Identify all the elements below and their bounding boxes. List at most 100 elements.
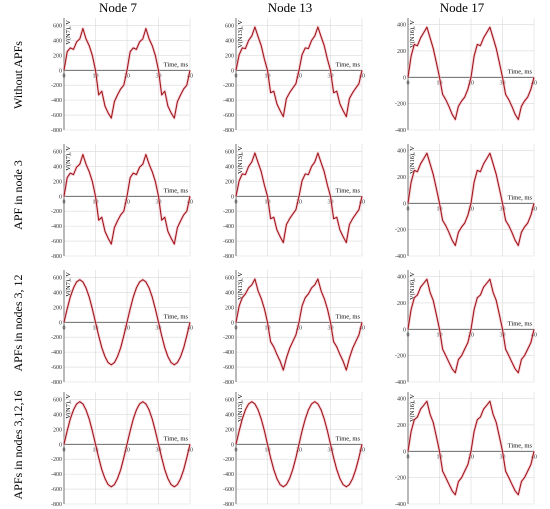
y-tick-label: 400 bbox=[225, 164, 234, 170]
y-tick-label: -400 bbox=[51, 98, 62, 104]
y-tick-label: 200 bbox=[53, 427, 62, 433]
y-axis-label: V(N16), V bbox=[409, 20, 416, 48]
y-tick-label: 400 bbox=[225, 412, 234, 418]
y-tick-label: 600 bbox=[53, 275, 62, 281]
series-line bbox=[63, 27, 191, 119]
x-tick-label: 20 bbox=[468, 206, 474, 212]
x-tick-label: 0 bbox=[235, 447, 238, 453]
series-line bbox=[63, 401, 191, 488]
x-tick-label: 20 bbox=[468, 80, 474, 86]
y-tick-label: 200 bbox=[53, 179, 62, 185]
y-tick-label: 400 bbox=[225, 290, 234, 296]
y-tick-label: -200 bbox=[51, 457, 62, 463]
y-tick-label: 0 bbox=[231, 68, 234, 74]
x-axis-label: Time, ms bbox=[336, 187, 361, 194]
y-axis-label: V(N16), V bbox=[409, 146, 416, 174]
series-line bbox=[235, 26, 363, 118]
y-tick-label: -400 bbox=[223, 472, 234, 478]
y-axis-label: V(N7), V bbox=[65, 394, 72, 419]
y-tick-label: 200 bbox=[397, 423, 406, 429]
y-tick-label: -200 bbox=[51, 83, 62, 89]
y-axis-label: V(N13), V bbox=[237, 394, 244, 422]
y-tick-label: 0 bbox=[59, 320, 62, 326]
x-tick-label: 0 bbox=[63, 73, 66, 79]
y-tick-label: -800 bbox=[223, 502, 234, 508]
y-tick-label: -200 bbox=[223, 335, 234, 341]
x-tick-label: 0 bbox=[235, 199, 238, 205]
y-tick-label: -400 bbox=[223, 98, 234, 104]
y-tick-label: -400 bbox=[395, 380, 406, 386]
x-axis-label: Time, ms bbox=[508, 442, 533, 449]
y-tick-label: 200 bbox=[225, 53, 234, 59]
y-tick-label: -200 bbox=[51, 209, 62, 215]
y-tick-label: -800 bbox=[51, 380, 62, 386]
row-label: APFs in nodes 3, 12 bbox=[11, 274, 25, 371]
y-tick-label: 200 bbox=[397, 49, 406, 55]
x-axis-label: Time, ms bbox=[164, 313, 189, 320]
y-tick-label: 400 bbox=[53, 164, 62, 170]
y-tick-label: 0 bbox=[231, 320, 234, 326]
y-tick-label: 200 bbox=[53, 305, 62, 311]
y-tick-label: -800 bbox=[223, 254, 234, 260]
y-tick-label: -600 bbox=[51, 113, 62, 119]
y-tick-label: 400 bbox=[397, 149, 406, 155]
y-tick-label: 0 bbox=[231, 194, 234, 200]
x-axis-label: Time, ms bbox=[336, 435, 361, 442]
y-tick-label: 600 bbox=[53, 149, 62, 155]
y-tick-label: -600 bbox=[223, 113, 234, 119]
y-tick-label: 400 bbox=[225, 38, 234, 44]
y-tick-label: -400 bbox=[223, 224, 234, 230]
y-tick-label: -400 bbox=[395, 254, 406, 260]
y-tick-label: 200 bbox=[53, 53, 62, 59]
y-tick-label: 0 bbox=[59, 68, 62, 74]
x-axis-label: Time, ms bbox=[508, 68, 533, 75]
y-tick-label: 0 bbox=[403, 449, 406, 455]
y-tick-label: -800 bbox=[51, 502, 62, 508]
x-axis-label: Time, ms bbox=[508, 194, 533, 201]
y-tick-label: 200 bbox=[225, 179, 234, 185]
x-axis-label: Time, ms bbox=[508, 320, 533, 327]
y-tick-label: -400 bbox=[223, 350, 234, 356]
y-axis-label: V(N7), V bbox=[65, 20, 72, 45]
y-tick-label: -200 bbox=[223, 83, 234, 89]
x-tick-label: 0 bbox=[407, 80, 410, 86]
y-tick-label: -600 bbox=[51, 239, 62, 245]
y-tick-label: -200 bbox=[51, 335, 62, 341]
series-line bbox=[235, 152, 363, 244]
x-tick-label: 0 bbox=[63, 325, 66, 331]
series-line bbox=[407, 26, 535, 121]
y-tick-label: -400 bbox=[395, 128, 406, 134]
y-tick-label: -200 bbox=[395, 354, 406, 360]
y-tick-label: -600 bbox=[223, 239, 234, 245]
x-axis-label: Time, ms bbox=[164, 61, 189, 68]
y-tick-label: 0 bbox=[59, 194, 62, 200]
x-tick-label: 0 bbox=[63, 199, 66, 205]
series-line bbox=[407, 400, 535, 496]
y-tick-label: 600 bbox=[225, 23, 234, 29]
y-tick-label: 600 bbox=[225, 397, 234, 403]
y-tick-label: 400 bbox=[53, 38, 62, 44]
x-axis-label: Time, ms bbox=[336, 313, 361, 320]
row-label: APF in node 3 bbox=[11, 160, 25, 230]
x-axis-label: Time, ms bbox=[164, 435, 189, 442]
column-title: Node 17 bbox=[440, 0, 485, 15]
y-tick-label: 600 bbox=[225, 275, 234, 281]
y-tick-label: 0 bbox=[403, 75, 406, 81]
x-tick-label: 0 bbox=[63, 447, 66, 453]
y-tick-label: -600 bbox=[223, 365, 234, 371]
row-label: APFs in nodes 3,12,16 bbox=[11, 390, 25, 499]
y-tick-label: 200 bbox=[225, 427, 234, 433]
y-axis-label: V(N13), V bbox=[237, 146, 244, 174]
y-tick-label: 600 bbox=[53, 397, 62, 403]
y-tick-label: -600 bbox=[51, 487, 62, 493]
series-line bbox=[235, 278, 363, 371]
y-tick-label: -200 bbox=[395, 102, 406, 108]
series-line bbox=[407, 152, 535, 247]
y-tick-label: 200 bbox=[397, 175, 406, 181]
